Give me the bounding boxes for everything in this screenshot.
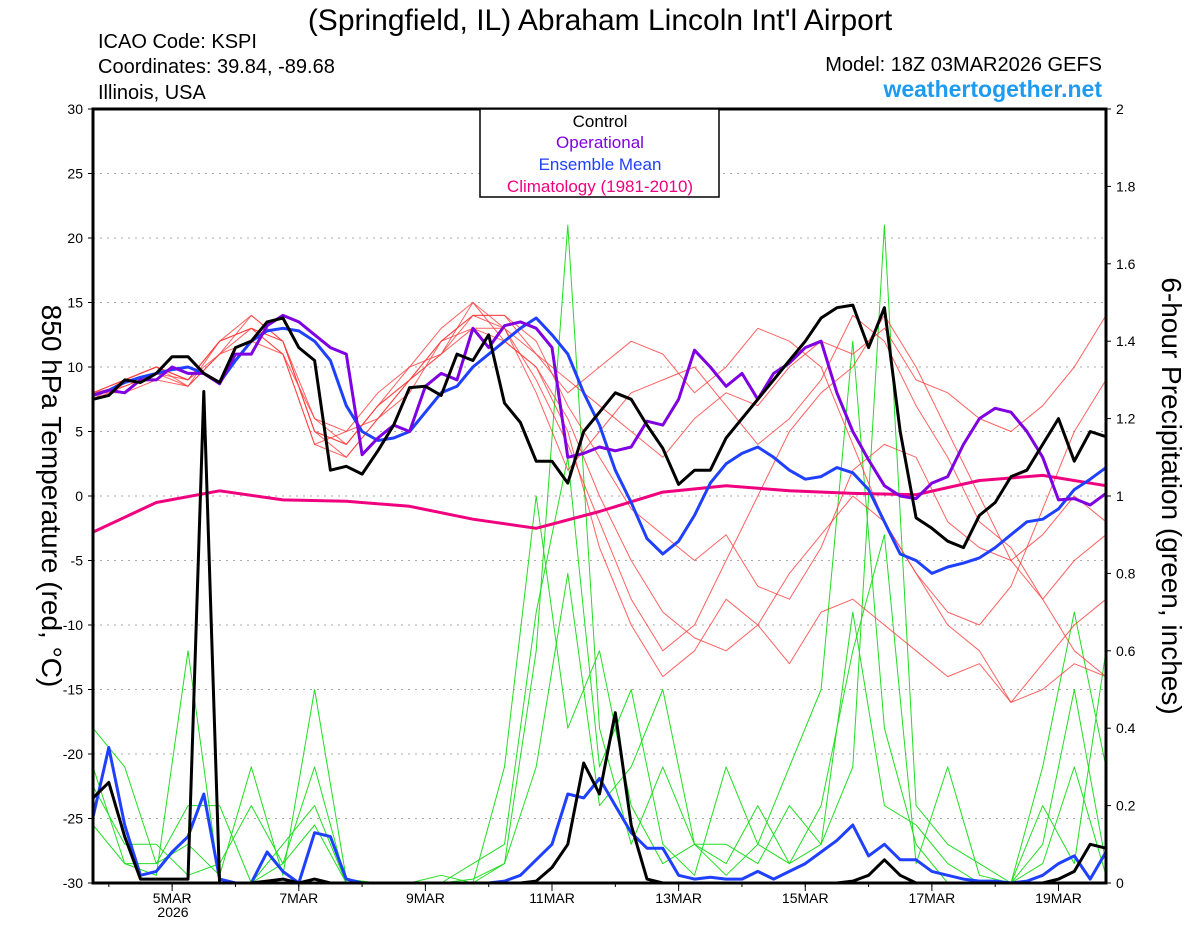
y2-tick-label: 0.6	[1116, 643, 1136, 659]
precip-mean-line	[91, 746, 1108, 885]
y-tick-label: -5	[71, 553, 84, 569]
x-tick-label: 11MAR	[529, 890, 575, 906]
y-tick-label: -20	[63, 746, 83, 762]
temp-member-line	[93, 302, 1107, 600]
y2-tick-label: 1.6	[1116, 256, 1136, 272]
y2-tick-label: 0.2	[1116, 798, 1136, 814]
chart-title: (Springfield, IL) Abraham Lincoln Int'l …	[308, 4, 893, 37]
temp-member-line	[92, 315, 1107, 458]
x-tick-label: 19MAR	[1035, 890, 1082, 906]
precip-member-line	[92, 456, 1107, 884]
temp-control-line	[92, 303, 1107, 550]
y-axis-right: 2 1.8 1.6 1.4 1.2 1 0.8 0.6 0.4 0.2 0	[1106, 101, 1136, 891]
x-tick-label: 17MAR	[909, 890, 956, 906]
icao-code: ICAO Code: KSPI	[98, 31, 257, 53]
y2-tick-label: 0.4	[1116, 720, 1136, 736]
x-tick-label: 7MAR	[279, 890, 318, 906]
legend-box	[479, 108, 720, 198]
legend-control: Control	[573, 112, 628, 131]
y2-tick-label: 0	[1116, 875, 1124, 891]
year-label: 2026	[157, 904, 188, 920]
precip-members	[92, 224, 1107, 884]
y2-axis-title: 6-hour Precipitation (green, inches)	[1156, 277, 1187, 714]
y-axis-left: 30 25 20 15 10 5 0 -5 -10 -15 -20 -25 -30	[63, 101, 93, 891]
x-axis: 5MAR 7MAR 9MAR 11MAR 13MAR 15MAR 17MAR 19MAR	[108, 883, 1082, 906]
temp-member-line	[92, 327, 1107, 703]
site-link[interactable]: weathertogether.net	[882, 76, 1102, 102]
x-tick-label: 9MAR	[406, 890, 445, 906]
legend-climatology: Climatology (1981-2010)	[507, 177, 693, 196]
y2-tick-label: 1	[1116, 488, 1124, 504]
climatology-line	[92, 473, 1107, 534]
y2-tick-label: 0.8	[1116, 565, 1136, 581]
x-tick-label: 13MAR	[655, 890, 702, 906]
temp-members	[92, 302, 1107, 703]
y2-tick-label: 1.2	[1116, 411, 1136, 427]
y-tick-label: 20	[67, 230, 83, 246]
y-axis-title: 850 hPa Temperature (red, °C)	[36, 305, 67, 688]
x-tick-label: 15MAR	[782, 890, 829, 906]
precip-member-line	[92, 224, 1107, 884]
y-tick-label: 10	[67, 359, 83, 375]
temp-member-line	[92, 302, 1107, 703]
y-tick-label: 15	[67, 295, 83, 311]
legend: Control Operational Ensemble Mean Climat…	[479, 108, 720, 198]
model-run: Model: 18Z 03MAR2026 GEFS	[825, 54, 1102, 76]
legend-operational: Operational	[556, 133, 644, 152]
y-tick-label: 5	[75, 424, 83, 440]
precip-member-line	[92, 572, 1107, 884]
temp-member-line	[92, 314, 1107, 600]
y-tick-label: 25	[67, 166, 83, 182]
main-series	[91, 303, 1108, 885]
y-tick-label: -25	[63, 811, 83, 827]
coordinates: Coordinates: 39.84, -89.68	[98, 56, 335, 78]
y2-tick-label: 1.8	[1116, 178, 1136, 194]
x-tick-label: 5MAR	[153, 890, 192, 906]
y-tick-label: 30	[67, 101, 83, 117]
y2-tick-label: 2	[1116, 101, 1124, 117]
legend-ensemble-mean: Ensemble Mean	[539, 155, 662, 174]
y-tick-label: -30	[63, 875, 83, 891]
y-tick-label: 0	[75, 488, 83, 504]
region: Illinois, USA	[98, 82, 206, 104]
y2-tick-label: 1.4	[1116, 333, 1136, 349]
precip-member-line	[92, 340, 1107, 884]
y-tick-label: -15	[63, 682, 83, 698]
y-tick-label: -10	[63, 617, 83, 633]
temp-operational-line	[92, 313, 1107, 507]
